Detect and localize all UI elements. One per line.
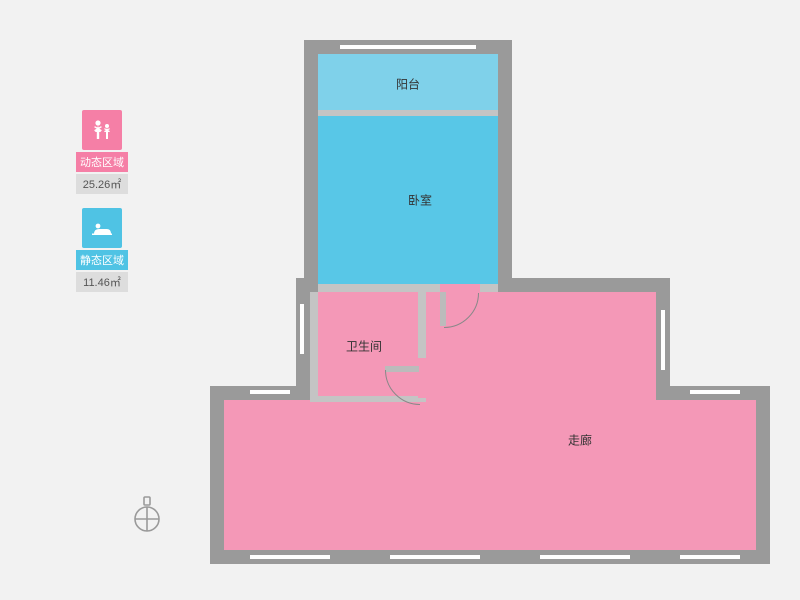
canvas: 动态区域 25.26㎡ 静态区域 11.46㎡ 阳台卧室卫生间走廊 bbox=[0, 0, 800, 600]
legend-dynamic: 动态区域 25.26㎡ bbox=[76, 110, 128, 194]
outer-wall-4 bbox=[498, 278, 670, 292]
inner-wall-2 bbox=[310, 292, 318, 400]
legend-static-label: 静态区域 bbox=[76, 250, 128, 270]
people-icon bbox=[82, 110, 122, 150]
room-corridor_lower bbox=[224, 400, 756, 550]
room-balcony bbox=[318, 54, 498, 114]
rest-icon bbox=[82, 208, 122, 248]
legend-dynamic-value: 25.26㎡ bbox=[76, 174, 128, 194]
outer-wall-7 bbox=[210, 386, 224, 564]
window-6 bbox=[690, 390, 740, 394]
inner-wall-0 bbox=[318, 110, 498, 116]
window-0 bbox=[340, 45, 476, 49]
window-3 bbox=[540, 555, 630, 559]
room-bedroom bbox=[318, 114, 498, 284]
door-opening-0 bbox=[440, 284, 480, 292]
window-5 bbox=[250, 390, 290, 394]
compass-icon bbox=[130, 495, 164, 540]
legend-dynamic-label: 动态区域 bbox=[76, 152, 128, 172]
legend-static: 静态区域 11.46㎡ bbox=[76, 208, 128, 292]
window-8 bbox=[661, 310, 665, 370]
floor-plan: 阳台卧室卫生间走廊 bbox=[210, 40, 770, 570]
window-7 bbox=[300, 304, 304, 354]
outer-wall-9 bbox=[756, 386, 770, 564]
window-1 bbox=[250, 555, 330, 559]
outer-wall-2 bbox=[498, 40, 512, 292]
window-4 bbox=[680, 555, 740, 559]
window-2 bbox=[390, 555, 480, 559]
outer-wall-1 bbox=[304, 40, 318, 292]
legend-static-value: 11.46㎡ bbox=[76, 272, 128, 292]
